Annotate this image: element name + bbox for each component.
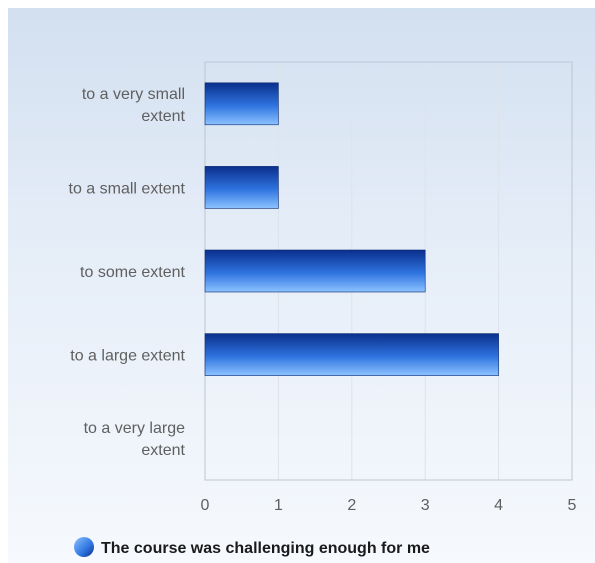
category-labels: to a very small extent to a small extent to… (69, 86, 186, 459)
bar (204, 249, 426, 293)
x-tick-label: 2 (347, 497, 356, 514)
category-label: extent (141, 442, 185, 459)
bar (204, 166, 279, 209)
x-tick-label: 5 (568, 497, 577, 514)
x-tick-label: 1 (274, 497, 283, 514)
category-label: to a large extent (70, 348, 185, 365)
category-label: to a small extent (69, 180, 186, 197)
x-tick-label: 3 (421, 497, 430, 514)
x-tick-label: 4 (494, 497, 503, 514)
category-label: to some extent (80, 264, 186, 281)
bars (204, 82, 499, 376)
bar (204, 333, 499, 376)
x-axis-tick-labels: 0 1 2 3 4 5 (201, 497, 577, 514)
category-label: to a very small (82, 86, 185, 103)
legend-label: The course was challenging enough for me (101, 540, 430, 557)
bar (204, 82, 279, 126)
legend: The course was challenging enough for me (74, 537, 430, 557)
x-tick-label: 0 (201, 497, 210, 514)
category-label: extent (141, 108, 185, 125)
legend-marker (74, 537, 94, 557)
category-label: to a very large (84, 420, 185, 437)
